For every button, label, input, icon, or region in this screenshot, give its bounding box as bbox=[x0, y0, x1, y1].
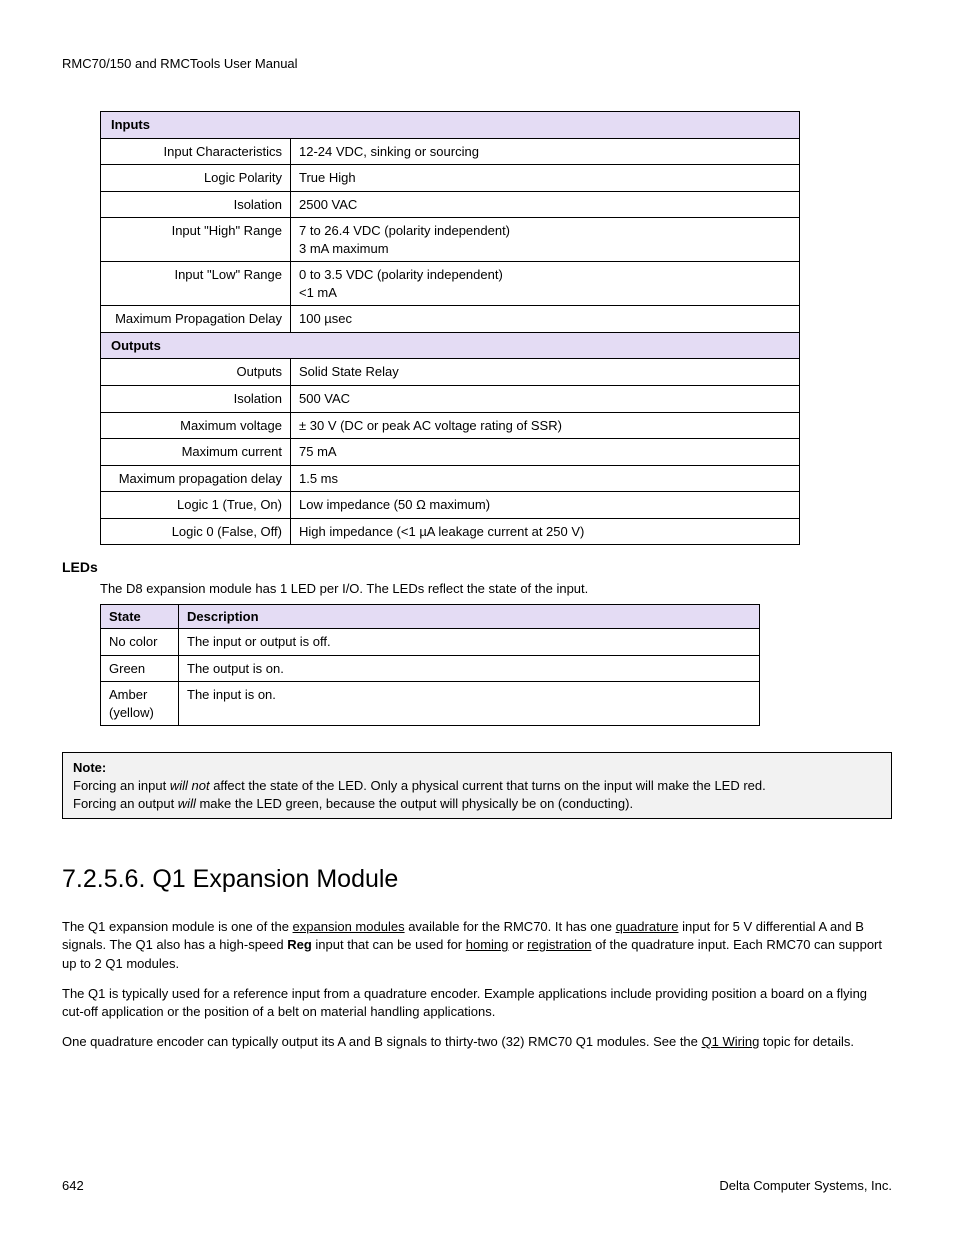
spec-label: Isolation bbox=[101, 191, 291, 218]
spec-value: 100 µsec bbox=[291, 306, 800, 333]
spec-value: 75 mA bbox=[291, 439, 800, 466]
text: One quadrature encoder can typically out… bbox=[62, 1034, 702, 1049]
spec-label: Logic Polarity bbox=[101, 165, 291, 192]
spec-value: True High bbox=[291, 165, 800, 192]
bold-reg: Reg bbox=[287, 937, 312, 952]
footer-company: Delta Computer Systems, Inc. bbox=[719, 1178, 892, 1193]
note-text: Forcing an input bbox=[73, 778, 170, 793]
note-label: Note: bbox=[73, 760, 106, 775]
note-text: Forcing an output bbox=[73, 796, 178, 811]
page-number: 642 bbox=[62, 1178, 84, 1193]
leds-state: No color bbox=[101, 629, 179, 656]
spec-label: Input "High" Range bbox=[101, 218, 291, 262]
spec-label: Isolation bbox=[101, 386, 291, 413]
spec-label: Logic 0 (False, Off) bbox=[101, 518, 291, 545]
spec-value: 7 to 26.4 VDC (polarity independent) 3 m… bbox=[291, 218, 800, 262]
section-header-outputs: Outputs bbox=[101, 332, 800, 359]
link-quadrature[interactable]: quadrature bbox=[616, 919, 679, 934]
text: topic for details. bbox=[759, 1034, 854, 1049]
link-homing[interactable]: homing bbox=[466, 937, 509, 952]
note-em: will not bbox=[170, 778, 210, 793]
page-footer: 642 Delta Computer Systems, Inc. bbox=[62, 1178, 892, 1193]
note-text: affect the state of the LED. Only a phys… bbox=[210, 778, 766, 793]
leds-state: Amber (yellow) bbox=[101, 682, 179, 726]
link-registration[interactable]: registration bbox=[527, 937, 591, 952]
spec-value: 12-24 VDC, sinking or sourcing bbox=[291, 138, 800, 165]
spec-value: 500 VAC bbox=[291, 386, 800, 413]
body-paragraph: The Q1 expansion module is one of the ex… bbox=[62, 918, 892, 973]
link-q1-wiring[interactable]: Q1 Wiring bbox=[702, 1034, 760, 1049]
spec-label: Input Characteristics bbox=[101, 138, 291, 165]
spec-value: 0 to 3.5 VDC (polarity independent) <1 m… bbox=[291, 262, 800, 306]
leds-state: Green bbox=[101, 655, 179, 682]
text: or bbox=[508, 937, 527, 952]
leds-heading: LEDs bbox=[62, 559, 892, 575]
leds-table: State Description No colorThe input or o… bbox=[100, 604, 760, 726]
spec-label: Maximum propagation delay bbox=[101, 465, 291, 492]
link-expansion-modules[interactable]: expansion modules bbox=[293, 919, 405, 934]
spec-label: Maximum voltage bbox=[101, 412, 291, 439]
leds-desc: The output is on. bbox=[179, 655, 760, 682]
body-paragraph: One quadrature encoder can typically out… bbox=[62, 1033, 892, 1051]
running-header: RMC70/150 and RMCTools User Manual bbox=[62, 56, 892, 71]
body-paragraph: The Q1 is typically used for a reference… bbox=[62, 985, 892, 1021]
leds-desc: The input or output is off. bbox=[179, 629, 760, 656]
note-box: Note: Forcing an input will not affect t… bbox=[62, 752, 892, 819]
leds-col-desc: Description bbox=[179, 605, 760, 629]
spec-label: Maximum current bbox=[101, 439, 291, 466]
text: input that can be used for bbox=[312, 937, 466, 952]
spec-label: Input "Low" Range bbox=[101, 262, 291, 306]
spec-label: Logic 1 (True, On) bbox=[101, 492, 291, 519]
text: The Q1 expansion module is one of the bbox=[62, 919, 293, 934]
text: available for the RMC70. It has one bbox=[405, 919, 616, 934]
section-title: 7.2.5.6. Q1 Expansion Module bbox=[62, 865, 892, 894]
leds-intro: The D8 expansion module has 1 LED per I/… bbox=[100, 581, 892, 596]
leds-col-state: State bbox=[101, 605, 179, 629]
spec-table: Inputs Input Characteristics12-24 VDC, s… bbox=[100, 111, 800, 545]
spec-value: Low impedance (50 Ω maximum) bbox=[291, 492, 800, 519]
section-header-inputs: Inputs bbox=[101, 112, 800, 139]
spec-value: Solid State Relay bbox=[291, 359, 800, 386]
spec-label: Outputs bbox=[101, 359, 291, 386]
spec-value: 2500 VAC bbox=[291, 191, 800, 218]
spec-value: ± 30 V (DC or peak AC voltage rating of … bbox=[291, 412, 800, 439]
spec-value: 1.5 ms bbox=[291, 465, 800, 492]
note-em: will bbox=[178, 796, 196, 811]
spec-value: High impedance (<1 µA leakage current at… bbox=[291, 518, 800, 545]
leds-desc: The input is on. bbox=[179, 682, 760, 726]
spec-label: Maximum Propagation Delay bbox=[101, 306, 291, 333]
note-text: make the LED green, because the output w… bbox=[196, 796, 633, 811]
